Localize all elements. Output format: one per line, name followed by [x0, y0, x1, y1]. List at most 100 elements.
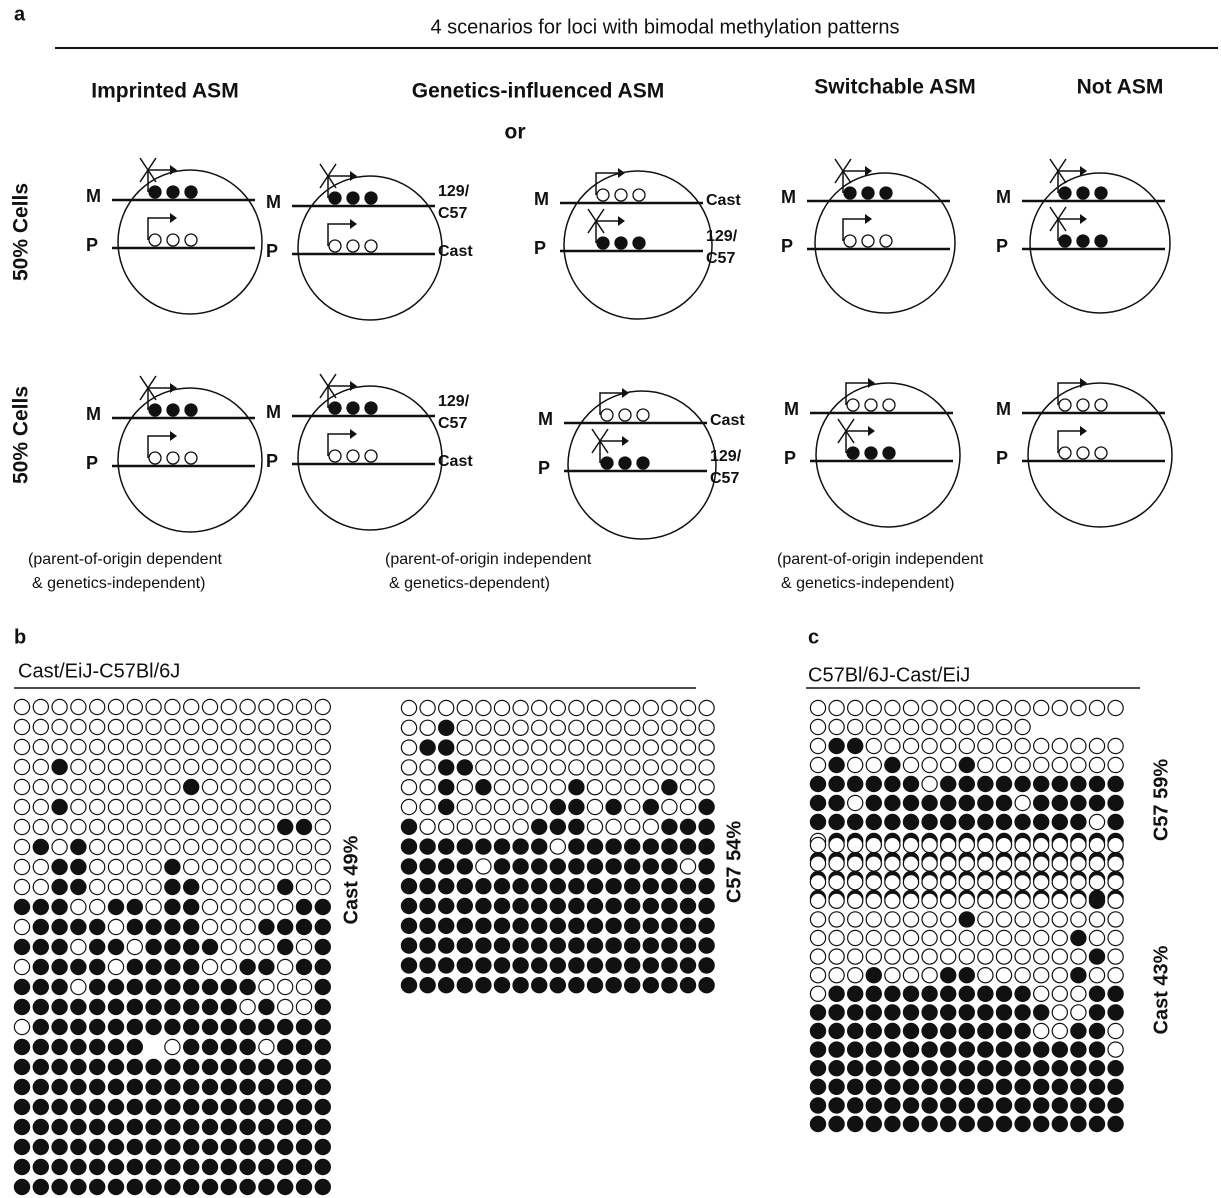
- cpg-call: [996, 738, 1011, 753]
- cpg-call: [401, 720, 416, 735]
- cpg-call: [587, 918, 602, 933]
- cpg-call: [606, 918, 621, 933]
- cpg-call: [959, 738, 974, 753]
- arrow-head: [868, 378, 875, 388]
- cpg-call: [810, 986, 825, 1001]
- cpg-call: [14, 1099, 29, 1114]
- cpg-call: [1071, 949, 1086, 964]
- cpg-call: [569, 978, 584, 993]
- cpg-call: [866, 795, 881, 810]
- cpg-call: [1015, 814, 1030, 829]
- cpg-call: [848, 1116, 863, 1131]
- cpg-call: [33, 879, 48, 894]
- cpg-call: [127, 799, 142, 814]
- cpg-call: [401, 700, 416, 715]
- cpg-call: [108, 919, 123, 934]
- cpg-call: [315, 1159, 330, 1174]
- cpg-call: [439, 740, 454, 755]
- allele-label: M: [534, 189, 549, 209]
- cpg-call: [903, 856, 918, 871]
- strain-label: C57: [710, 470, 739, 487]
- cpg-call: [829, 1098, 844, 1113]
- cpg-call: [1089, 856, 1104, 871]
- cpg-call: [146, 699, 161, 714]
- arrow-head: [170, 383, 177, 393]
- cpg-call: [810, 1023, 825, 1038]
- cpg-call: [184, 979, 199, 994]
- cpg-call: [959, 837, 974, 852]
- cpg-call: [184, 1099, 199, 1114]
- cpg-call: [494, 799, 509, 814]
- cpg-call: [1071, 1005, 1086, 1020]
- cpg-call: [439, 938, 454, 953]
- cpg-call: [90, 699, 105, 714]
- cpg-call: [1089, 1098, 1104, 1113]
- allele-label: P: [538, 458, 550, 478]
- cpg-site: [615, 189, 627, 201]
- cpg-call: [996, 968, 1011, 983]
- column-header: Not ASM: [1077, 76, 1164, 99]
- cpg-call: [810, 1079, 825, 1094]
- cpg-site: [1059, 187, 1071, 199]
- cpg-call: [1015, 949, 1030, 964]
- cpg-call: [108, 999, 123, 1014]
- cpg-call: [71, 899, 86, 914]
- cpg-call: [1071, 776, 1086, 791]
- cpg-call: [848, 949, 863, 964]
- cpg-call: [146, 1099, 161, 1114]
- cpg-call: [941, 1005, 956, 1020]
- cpg-call: [221, 699, 236, 714]
- cpg-site: [347, 240, 359, 252]
- cpg-call: [108, 1179, 123, 1194]
- cpg-call: [866, 1079, 881, 1094]
- cpg-call: [14, 719, 29, 734]
- cpg-call: [996, 837, 1011, 852]
- or-label: or: [505, 121, 526, 144]
- cpg-call: [108, 859, 123, 874]
- cpg-call: [33, 1099, 48, 1114]
- cpg-call: [550, 799, 565, 814]
- cpg-call: [922, 1023, 937, 1038]
- cpg-call: [146, 1059, 161, 1074]
- cpg-call: [240, 799, 255, 814]
- cpg-call: [1015, 700, 1030, 715]
- panel-title: C57Bl/6J-Cast/EiJ: [808, 664, 970, 686]
- cpg-call: [278, 719, 293, 734]
- cpg-call: [1034, 930, 1049, 945]
- cpg-call: [848, 968, 863, 983]
- cpg-call: [699, 819, 714, 834]
- cpg-call: [108, 799, 123, 814]
- panel-title: Cast/EiJ-C57Bl/6J: [18, 660, 180, 682]
- cpg-call: [922, 795, 937, 810]
- cpg-call: [978, 837, 993, 852]
- cpg-call: [240, 1139, 255, 1154]
- cpg-call: [420, 839, 435, 854]
- cpg-call: [127, 899, 142, 914]
- cpg-site: [167, 234, 179, 246]
- cpg-call: [1089, 930, 1104, 945]
- note: & genetics-dependent): [389, 575, 550, 592]
- strain-label: Cast: [706, 192, 741, 209]
- cpg-call: [550, 819, 565, 834]
- cpg-call: [165, 759, 180, 774]
- cpg-call: [315, 939, 330, 954]
- cpg-call: [278, 1139, 293, 1154]
- cpg-site: [1095, 187, 1107, 199]
- cpg-call: [903, 930, 918, 945]
- cpg-call: [885, 1098, 900, 1113]
- cpg-call: [52, 979, 67, 994]
- cpg-call: [662, 859, 677, 874]
- cpg-call: [240, 1179, 255, 1194]
- cpg-call: [71, 919, 86, 934]
- cpg-call: [1108, 1079, 1123, 1094]
- cpg-call: [315, 919, 330, 934]
- cpg-call: [1015, 1116, 1030, 1131]
- cpg-call: [259, 899, 274, 914]
- arrow-head: [350, 381, 357, 391]
- cpg-call: [33, 1119, 48, 1134]
- cpg-call: [1034, 738, 1049, 753]
- note: (parent-of-origin dependent: [28, 551, 222, 568]
- cpg-call: [52, 839, 67, 854]
- cpg-call: [1089, 1023, 1104, 1038]
- cpg-call: [184, 779, 199, 794]
